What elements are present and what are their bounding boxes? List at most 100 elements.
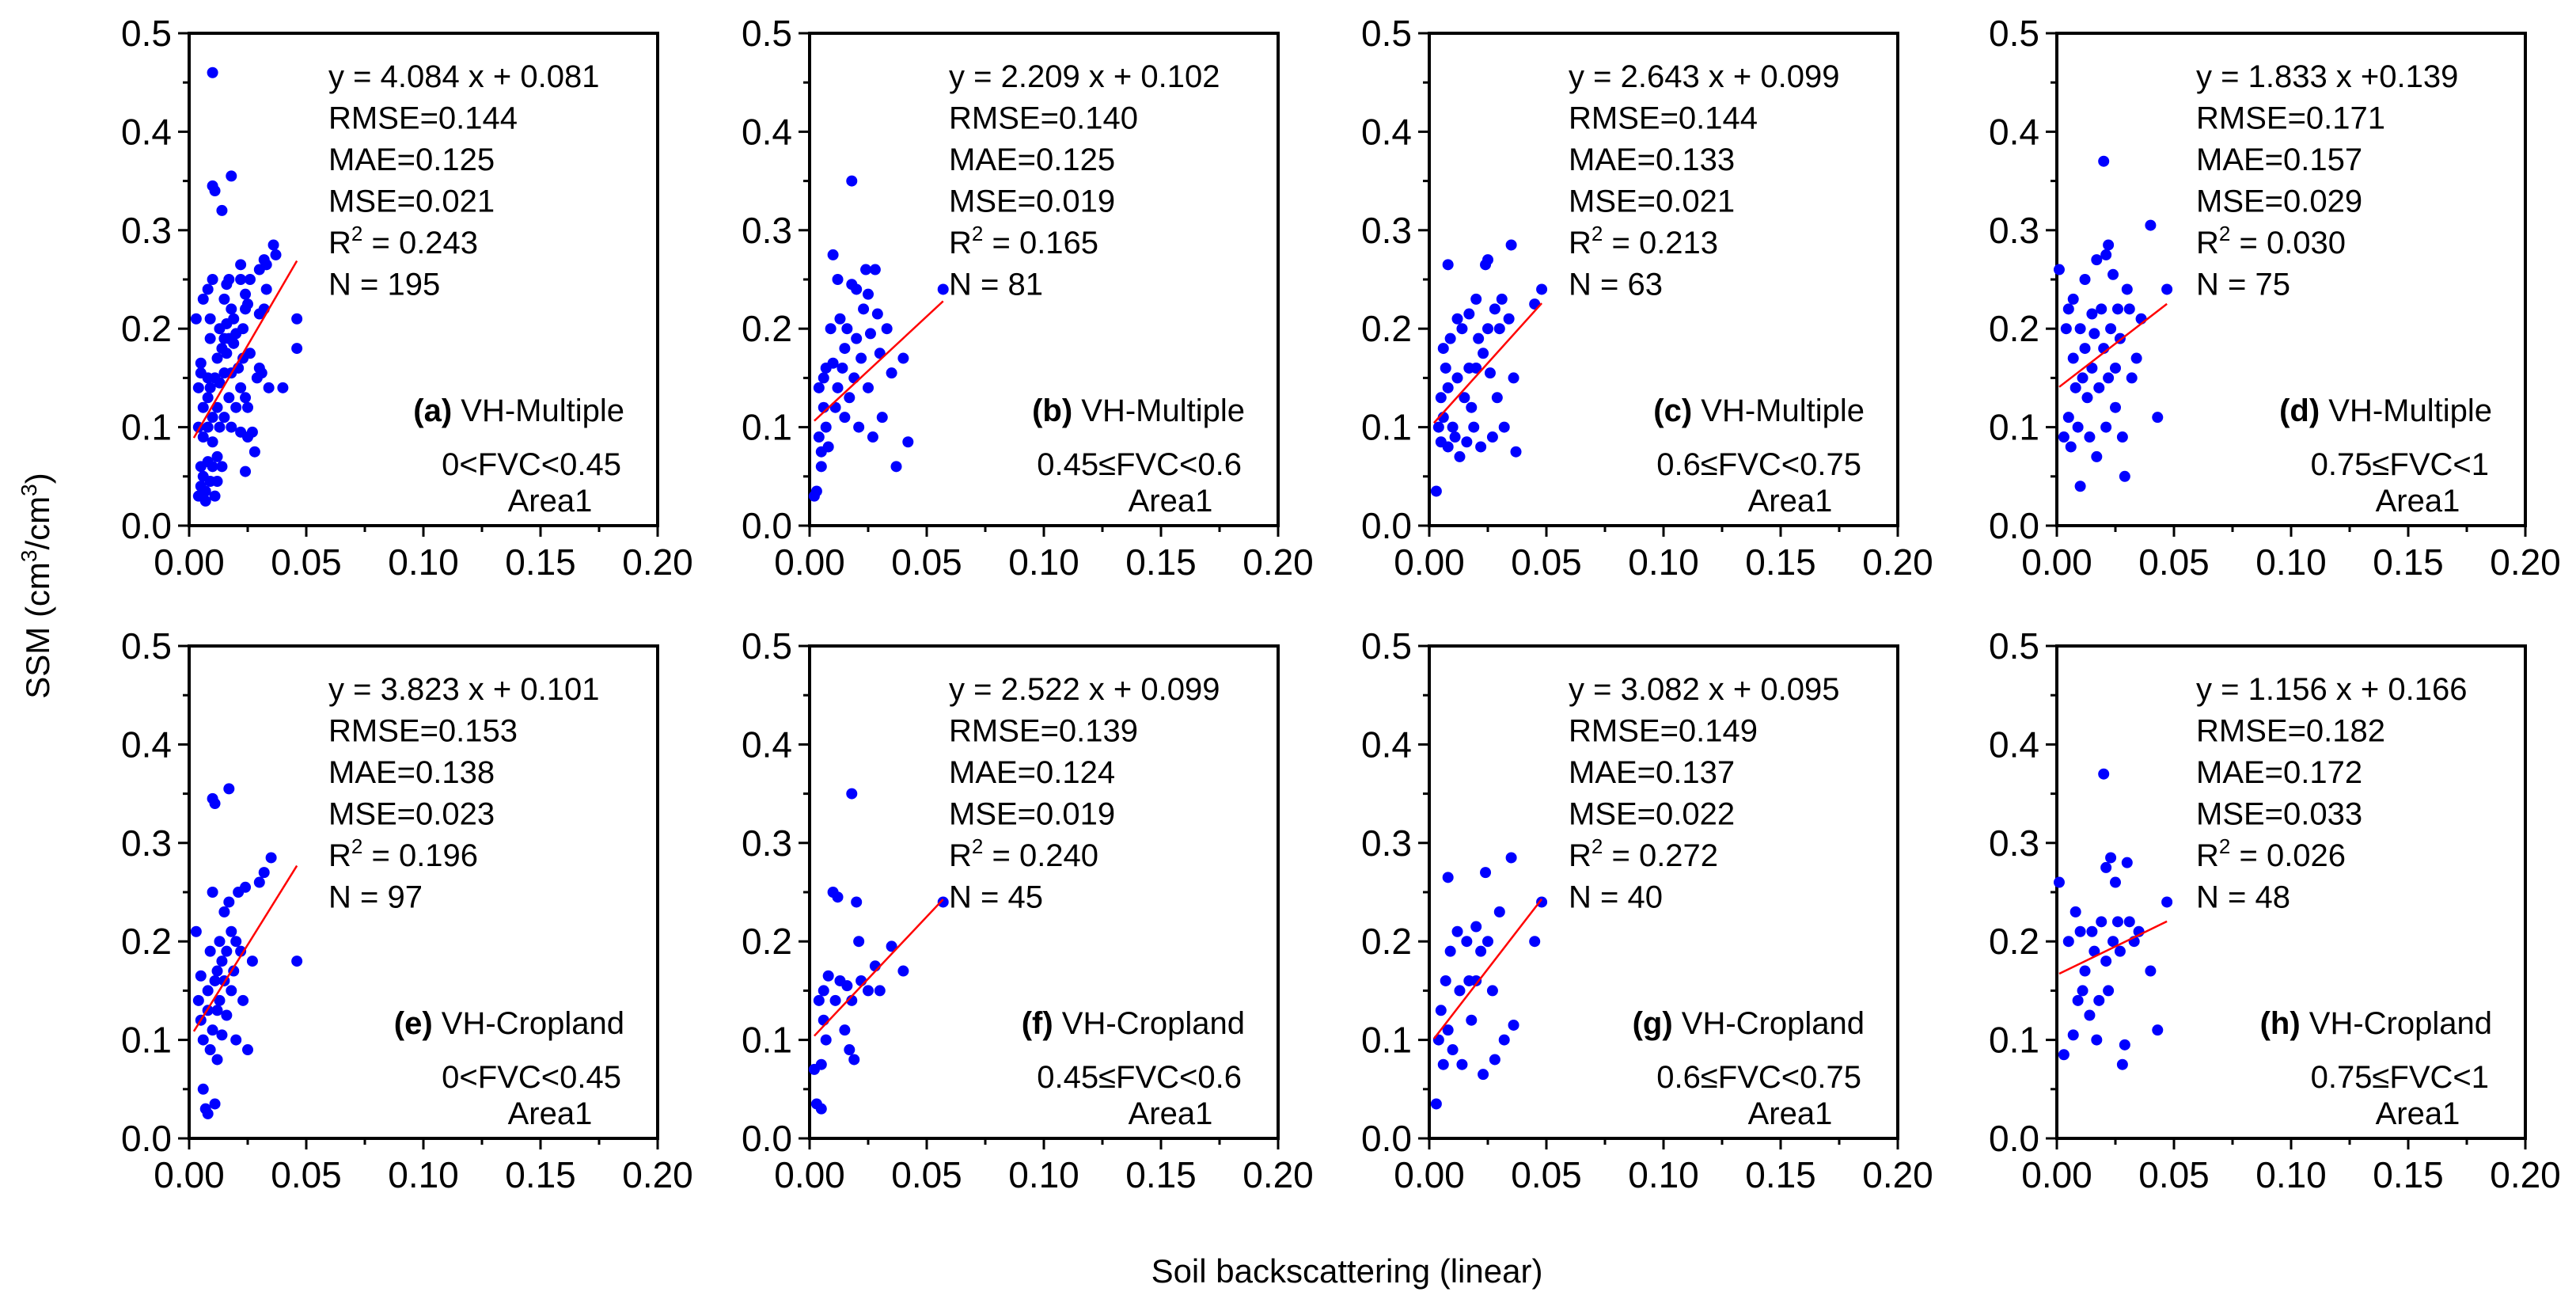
x-axis-title: Soil backscattering (linear) [1151, 1252, 1543, 1290]
y-tick-label: 0.2 [1361, 308, 1412, 349]
y-tick-label: 0.2 [1989, 921, 2039, 962]
data-point [858, 303, 870, 315]
panel-fvc: 0<FVC<0.45 [442, 447, 621, 482]
data-point [226, 925, 237, 937]
panel-name: VH-Multiple [461, 393, 624, 428]
data-point [1432, 421, 1444, 433]
data-point [815, 1103, 827, 1115]
data-point [2096, 303, 2107, 315]
data-point [1456, 1058, 1468, 1070]
data-point [240, 465, 252, 477]
data-point [897, 965, 909, 977]
y-tick-label: 0.3 [1361, 210, 1412, 251]
data-point [820, 421, 832, 433]
data-point [2105, 852, 2117, 864]
data-point [2114, 945, 2126, 957]
data-point [827, 357, 839, 369]
data-point [1493, 906, 1505, 918]
data-point [260, 283, 272, 295]
stat-n: N = 48 [2196, 880, 2290, 915]
data-point [2074, 481, 2086, 492]
x-tick-label: 0.00 [1394, 541, 1465, 583]
r2-label: R [2196, 838, 2219, 873]
data-point [2130, 352, 2142, 364]
data-point [844, 1044, 856, 1056]
y-tick-label: 0.5 [1989, 625, 2039, 667]
r2-value: = 0.026 [2230, 838, 2346, 873]
data-point [1536, 896, 1548, 908]
data-point [1461, 936, 1473, 948]
stat-n: N = 195 [328, 268, 440, 302]
stat-r2: R2 = 0.240 [949, 834, 1098, 873]
x-tick-label: 0.15 [1745, 1154, 1816, 1195]
x-tick-label: 0.10 [2255, 1154, 2327, 1195]
data-point [820, 1034, 832, 1046]
x-tick-label: 0.00 [154, 1154, 225, 1195]
y-tick-label: 0.4 [1989, 724, 2039, 765]
data-point [204, 382, 216, 393]
data-point [869, 264, 881, 275]
data-point [832, 274, 844, 285]
data-point [1451, 925, 1463, 937]
data-point [2088, 328, 2100, 340]
data-point [832, 382, 844, 393]
y-axis-title-post: ) [19, 473, 56, 484]
stat-n: N = 75 [2196, 268, 2290, 302]
data-point [256, 367, 267, 379]
y-tick-label: 0.0 [1361, 1118, 1412, 1159]
data-point [204, 313, 216, 325]
y-tick-label: 0.5 [1989, 13, 2039, 54]
regression-line [192, 260, 298, 439]
data-point [202, 283, 214, 295]
r2-sup: 2 [1592, 834, 1603, 858]
stat-rmse: RMSE=0.144 [1569, 101, 1758, 136]
data-point [2084, 1009, 2096, 1021]
y-tick-label: 0.3 [1361, 823, 1412, 864]
data-point [2067, 1029, 2079, 1041]
data-point [815, 461, 827, 473]
data-point [2119, 1039, 2130, 1051]
r2-sup: 2 [1592, 222, 1603, 245]
stat-rmse: RMSE=0.182 [2196, 714, 2385, 749]
data-point [218, 293, 230, 305]
data-point [197, 401, 209, 413]
data-point [207, 461, 218, 473]
y-tick-label: 0.2 [1989, 308, 2039, 349]
panel-area: Area1 [1748, 1096, 1833, 1131]
x-tick-label: 0.10 [388, 541, 459, 583]
r2-label: R [1569, 838, 1592, 873]
data-point [848, 372, 860, 384]
panel-label: (b) VH-Multiple [1032, 393, 1245, 428]
y-tick-label: 0.3 [121, 823, 172, 864]
panel-name: VH-Cropland [1062, 1006, 1245, 1041]
x-tick-label: 0.05 [891, 1154, 962, 1195]
data-point [242, 298, 253, 310]
stat-r2: R2 = 0.272 [1569, 834, 1718, 873]
data-point [1486, 985, 1498, 997]
data-point [202, 1108, 214, 1119]
data-point [1496, 293, 1508, 305]
data-point [2086, 308, 2098, 320]
panel-fvc: 0.75≤FVC<1 [2311, 447, 2489, 482]
x-tick-label: 0.05 [271, 1154, 342, 1195]
data-point [2103, 372, 2115, 384]
data-point [1489, 1054, 1500, 1066]
data-point [202, 985, 214, 997]
x-tick-label: 0.00 [774, 541, 845, 583]
r2-sup: 2 [351, 834, 362, 858]
data-point [291, 343, 303, 355]
data-point [825, 323, 837, 335]
y-axis-title-pre: SSM (cm [19, 562, 56, 699]
stat-mae: MAE=0.138 [328, 755, 495, 790]
data-point [2053, 264, 2065, 275]
data-point [871, 308, 883, 320]
stat-rmse: RMSE=0.171 [2196, 101, 2385, 136]
panel-d: 0.0 0.1 0.2 0.3 0.4 0.5 0.00 0.05 0.10 0.15 0.20 y … [1989, 13, 2561, 583]
data-point [1444, 332, 1456, 344]
stat-rmse: RMSE=0.144 [328, 101, 518, 136]
y-tick-label: 0.3 [121, 210, 172, 251]
panel-label: (d) VH-Multiple [2279, 393, 2492, 428]
data-point [1468, 421, 1480, 433]
y-tick-label: 0.3 [1989, 210, 2039, 251]
